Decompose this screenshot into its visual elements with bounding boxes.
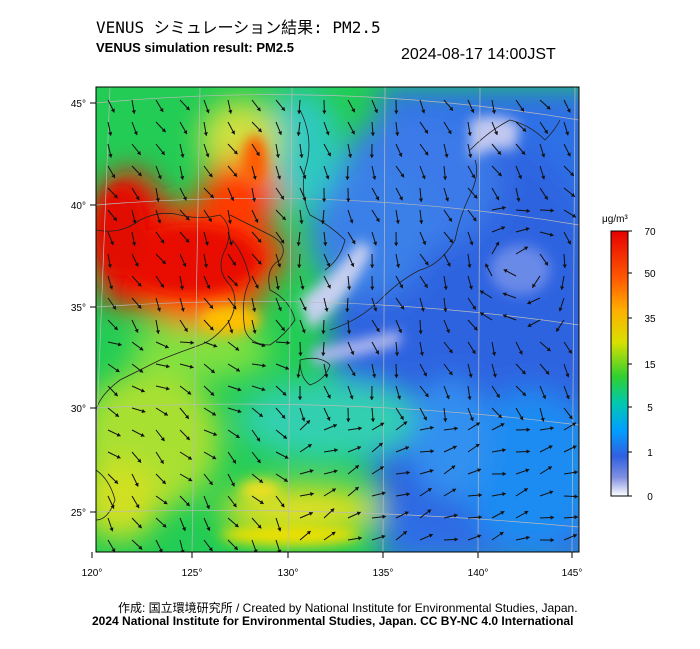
graticule [96,87,579,552]
colorbar-label: 1 [647,448,653,459]
concentration-field [96,87,579,552]
colorbar-scale [610,230,629,497]
longitude-axis: 120° 125° 130° 135° 140° 145° [82,552,583,579]
timestamp: 2024-08-17 14:00JST [401,46,556,63]
colorbar-label: 15 [644,360,656,371]
colorbar-label: 35 [644,314,656,325]
colorbar-label: 50 [644,269,656,280]
lon-tick-label: 120° [82,568,103,579]
lon-tick-label: 140° [468,568,489,579]
lat-tick-label: 30° [71,404,86,415]
lat-tick-label: 45° [71,99,86,110]
lon-tick-label: 145° [562,568,583,579]
title-japanese: VENUS シミュレーション結果: PM2.5 [96,18,381,37]
lat-tick-label: 40° [71,201,86,212]
lon-tick-label: 130° [278,568,299,579]
colorbar-label: 5 [647,403,653,414]
latitude-axis: 45° 40° 35° 30° 25° [71,99,96,519]
colorbar: μg/m³ 70 50 35 15 5 1 0 [602,214,656,503]
lon-tick-label: 125° [182,568,203,579]
credit-license: 2024 National Institute for Environmenta… [92,614,574,628]
title-english: VENUS simulation result: PM2.5 [96,40,294,55]
lat-tick-label: 35° [71,303,86,314]
wind-arrows [107,99,579,552]
credit-creator: 作成: 国立環境研究所 / Created by National Instit… [118,601,578,615]
lat-tick-label: 25° [71,508,86,519]
colorbar-label: 70 [644,227,656,238]
colorbar-unit: μg/m³ [602,214,628,225]
map-frame [95,86,580,553]
colorbar-label: 0 [647,492,653,503]
lon-tick-label: 135° [373,568,394,579]
